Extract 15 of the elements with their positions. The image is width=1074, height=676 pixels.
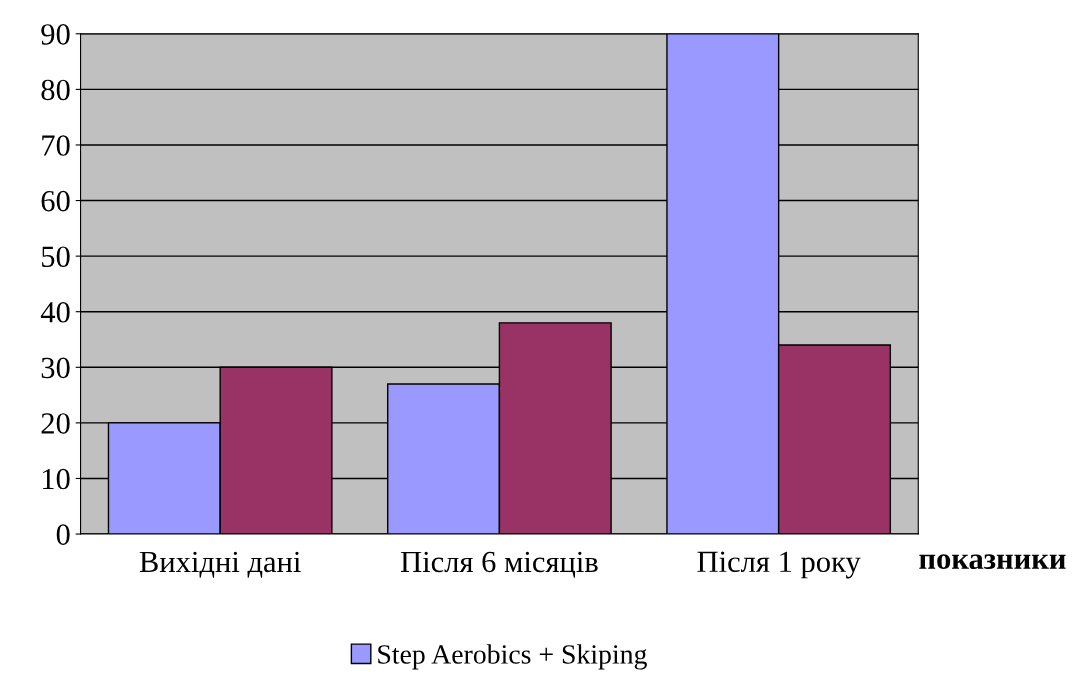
y-tick-label: 50 [42, 246, 70, 268]
y-tick-label: 10 [42, 468, 70, 490]
y-tick-label: 0 [56, 524, 70, 545]
y-tick-label: 20 [41, 413, 70, 434]
x-tick-label: Вихідні дані [139, 551, 301, 578]
y-tick-label: 70 [42, 135, 70, 156]
y-tick-label: 90 [41, 24, 70, 45]
y-tick-label: 40 [40, 301, 70, 323]
legend-label: Step Aerobics + Skiping [378, 644, 647, 670]
x-tick-label: Після 6 місяців [400, 551, 598, 578]
x-tick-label: Після 1 року [697, 551, 861, 579]
y-tick-label: 80 [41, 79, 70, 101]
y-tick-label: 30 [41, 357, 70, 379]
x-axis-title: показники [919, 554, 1066, 570]
y-tick-label: 60 [41, 190, 70, 212]
